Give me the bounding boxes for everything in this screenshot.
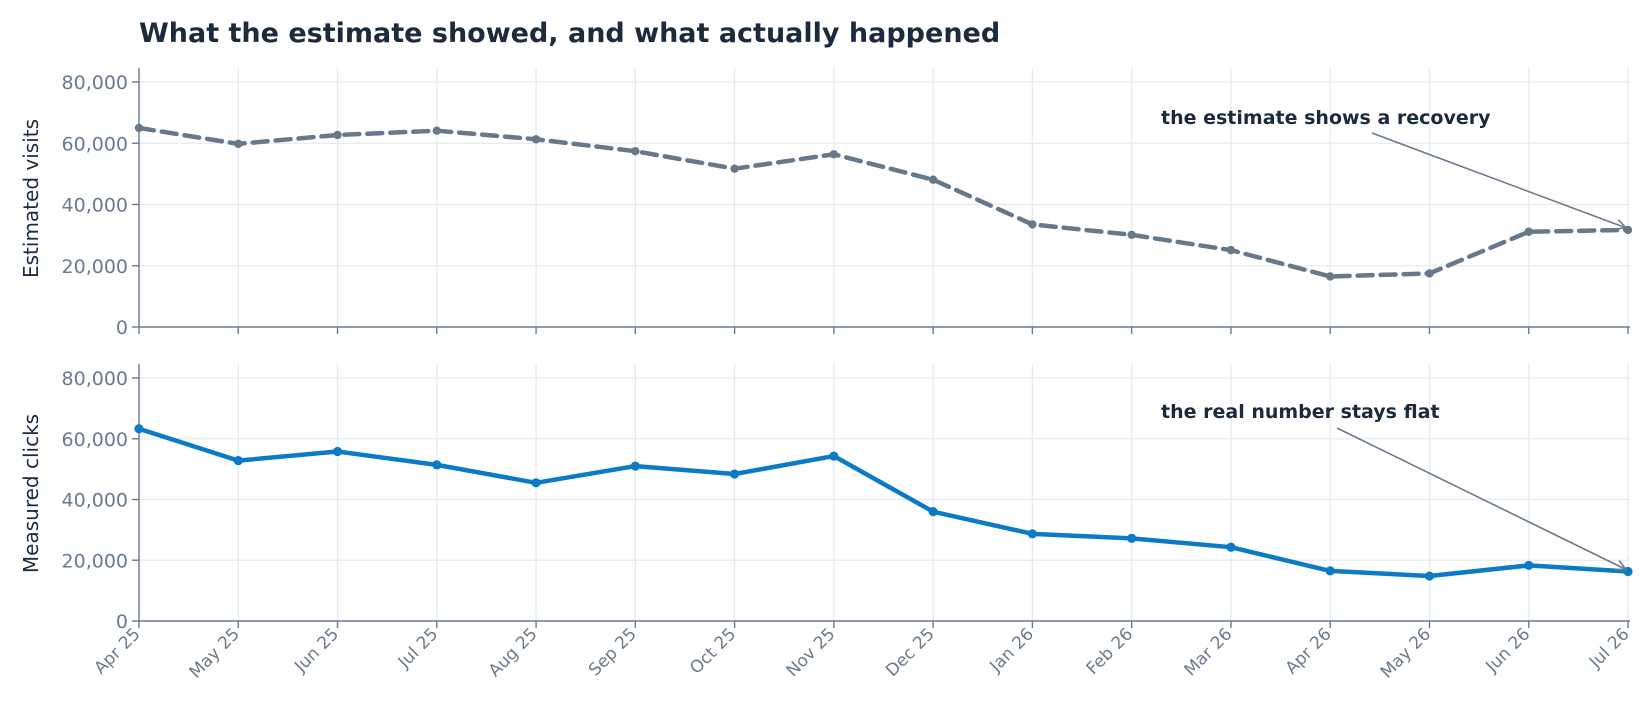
data-point (1425, 269, 1434, 278)
data-point (432, 126, 441, 135)
data-point (531, 135, 541, 144)
y-tick-label: 80,000 (62, 72, 128, 94)
data-point (631, 147, 640, 156)
x-tick-label: Nov 25 (783, 624, 840, 681)
data-point (630, 461, 640, 471)
data-point (1325, 566, 1335, 576)
data-point (432, 460, 442, 470)
series-line (136, 125, 1631, 279)
chart-title: What the estimate showed, and what actua… (139, 18, 1000, 49)
data-point (1027, 529, 1037, 539)
data-point (1226, 245, 1236, 255)
x-tick-label: Mar 26 (1181, 624, 1237, 680)
y-tick-label: 20,000 (62, 256, 128, 278)
data-point (730, 469, 740, 479)
x-tick-label: Jun 25 (290, 624, 343, 677)
x-tick-label: Jan 26 (985, 624, 1038, 677)
y-tick-label: 40,000 (62, 490, 128, 512)
annotation-text: the estimate shows a recovery (1161, 107, 1491, 129)
y-tick-label: 0 (116, 611, 128, 633)
data-point (234, 139, 243, 149)
y-tick-label: 40,000 (62, 195, 128, 217)
y-tick-label: 20,000 (62, 550, 128, 572)
x-tick-label: Oct 25 (686, 624, 740, 678)
y-axis-label: Measured clicks (19, 414, 43, 573)
annotation-text: the real number stays flat (1161, 401, 1440, 423)
x-tick-label: May 25 (186, 624, 244, 682)
data-point (928, 175, 938, 184)
data-point (333, 130, 342, 140)
series-line (136, 426, 1631, 579)
y-axis-label: Estimated visits (19, 119, 43, 278)
annotation-arrow (1336, 427, 1626, 569)
x-tick-label: Apr 26 (1282, 624, 1336, 678)
x-tick-label: Sep 25 (585, 624, 641, 680)
x-tick-label: Jun 26 (1482, 624, 1535, 677)
y-tick-label: 80,000 (62, 368, 128, 390)
data-point (134, 424, 144, 434)
x-tick-label: Jul 26 (1585, 624, 1633, 672)
x-tick-label: Dec 25 (882, 624, 939, 681)
data-point (928, 507, 938, 517)
y-tick-label: 60,000 (62, 429, 128, 451)
x-tick-label: May 26 (1377, 624, 1435, 682)
data-point (1326, 272, 1335, 281)
data-point (1524, 560, 1534, 571)
data-point (1127, 230, 1136, 240)
data-point (1424, 571, 1435, 581)
measured-panel: 0 20,000 40,000 60,000 80,000 Measured clicks… (19, 364, 1634, 683)
x-tick-label: Feb 26 (1083, 624, 1138, 679)
x-tick-label: Aug 25 (485, 624, 542, 681)
data-point (1028, 220, 1037, 229)
data-point (829, 150, 839, 159)
data-point (829, 451, 839, 461)
y-tick-label: 0 (116, 317, 128, 339)
data-point (531, 478, 541, 488)
data-point (233, 456, 243, 466)
data-point (134, 123, 144, 133)
data-point (1226, 542, 1236, 552)
data-point (1524, 227, 1533, 236)
estimate-panel: 0 20,000 40,000 60,000 80,000 Estimated visit… (19, 68, 1633, 339)
data-point (730, 164, 739, 173)
annotation-arrow (1371, 132, 1626, 228)
x-tick-label: Jul 25 (394, 624, 442, 672)
data-point (332, 446, 343, 457)
y-tick-label: 60,000 (62, 133, 128, 155)
data-point (1127, 533, 1137, 543)
